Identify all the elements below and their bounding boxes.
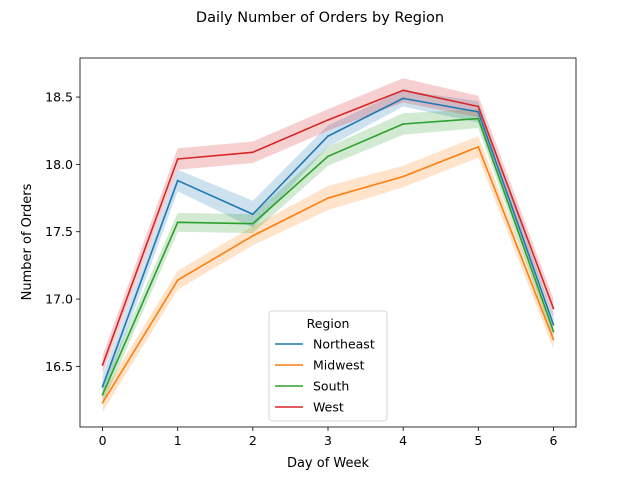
northeast-point-6 [552,323,555,326]
northeast-point-0 [101,385,104,388]
x-axis-label: Day of Week [287,456,370,471]
midwest-confidence-band [102,136,554,413]
northeast-point-3 [327,135,329,138]
x-tick-label: 1 [174,433,182,448]
west-point-0 [101,364,104,366]
x-tick-label: 2 [249,433,257,448]
x-tick-label: 4 [399,433,407,448]
northeast-point-2 [251,213,254,216]
chart-title: Daily Number of Orders by Region [196,10,444,26]
legend: Region Northeast Midwest South West [268,310,388,422]
west-point-3 [327,119,329,121]
midwest-point-0 [101,401,104,404]
y-tick-label: 18.0 [45,157,73,172]
northeast-point-1 [176,179,179,182]
legend-title: Region [307,316,350,331]
northeast-point-5 [477,110,480,113]
west-confidence-band [102,78,554,375]
x-tick-label: 6 [549,433,557,448]
legend-label-south: South [313,379,349,394]
y-tick-label: 17.0 [45,292,73,307]
midwest-point-3 [327,197,329,199]
legend-label-northeast: Northeast [313,337,375,352]
midwest-point-1 [176,279,179,282]
midwest-point-5 [477,145,480,148]
south-point-0 [101,393,104,396]
south-point-1 [176,221,179,224]
legend-label-midwest: Midwest [313,358,365,373]
west-point-2 [251,151,254,154]
west-point-5 [477,105,480,108]
series-lines [101,89,555,404]
midwest-point-6 [552,338,555,341]
south-point-4 [402,123,405,125]
x-tick-label: 0 [99,433,107,448]
legend-box [268,310,388,422]
south-point-6 [552,330,555,333]
x-axis: 0 1 2 3 4 5 6 [99,427,557,448]
south-point-5 [477,117,480,120]
west-point-4 [402,89,405,92]
west-point-6 [552,307,555,310]
y-tick-label: 16.5 [45,359,73,374]
x-tick-label: 3 [324,433,332,448]
legend-items: Northeast Midwest South West [275,337,375,415]
legend-label-west: West [313,400,344,415]
y-axis: 16.5 17.0 17.5 18.0 18.5 [45,90,80,374]
midwest-point-4 [402,175,405,178]
midwest-point-2 [251,234,254,237]
y-tick-label: 17.5 [45,224,73,239]
west-point-1 [176,158,179,160]
south-point-2 [251,222,254,225]
northeast-point-4 [402,97,405,100]
y-tick-label: 18.5 [45,90,73,105]
south-point-3 [327,155,329,158]
confidence-bands [102,78,554,413]
y-axis-label: Number of Orders [20,183,35,300]
x-tick-label: 5 [474,433,482,448]
